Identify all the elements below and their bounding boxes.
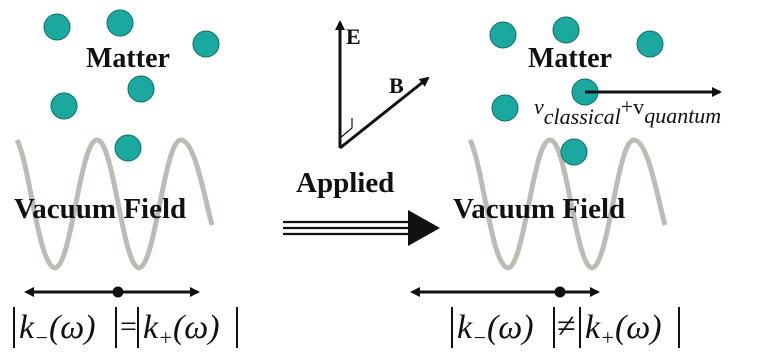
left-vacuum-field-label: Vacuum Field [14,193,186,225]
right-vacuum-field-label: Vacuum Field [453,193,625,225]
applied-field-panel: E B Applied [283,20,440,246]
right-k-relation: k−(ω) ≠ k+(ω) [451,307,680,350]
transition-arrow [283,210,440,246]
k-plus-left: k+(ω) [143,309,220,350]
k-minus-right: k−(ω) [457,309,534,350]
b-field-arrow [339,76,430,150]
matter-particle [114,134,142,162]
right-k-center-dot [554,286,566,298]
e-field-label: E [346,24,361,49]
applied-label: Applied [296,167,394,199]
matter-particle [50,92,78,120]
k-minus-left: k−(ω) [19,309,96,350]
matter-particle [636,30,664,58]
left-matter-particles [43,9,220,162]
right-angle-marker [339,118,353,139]
matter-particle [192,30,220,58]
left-vacuum-wave [14,137,215,271]
left-k-relation: k−(ω) = k+(ω) [13,307,238,350]
matter-particle [106,9,134,37]
right-matter-label: Matter [528,43,612,74]
matter-particle [43,13,71,41]
right-not-equal-sign: ≠ [557,308,576,345]
left-equals-sign: = [120,310,137,343]
left-panel: Matter Vacuum Field k−(ω) = k+(ω) [13,9,238,350]
right-panel: Matter vclassical+vquantum Vacuum Field … [410,16,722,350]
b-field-label: B [389,73,404,98]
matter-particle [489,21,517,49]
right-vacuum-wave [467,137,668,271]
left-k-center-dot [112,286,124,298]
left-matter-label: Matter [86,43,170,74]
velocity-label: vclassical+vquantum [534,94,721,129]
matter-particle [552,16,580,44]
right-k-axis [410,286,600,298]
left-k-axis [24,286,200,298]
matter-particle [127,75,155,103]
matter-particle [560,138,588,166]
k-plus-right: k+(ω) [585,309,662,350]
matter-particle [491,94,519,122]
